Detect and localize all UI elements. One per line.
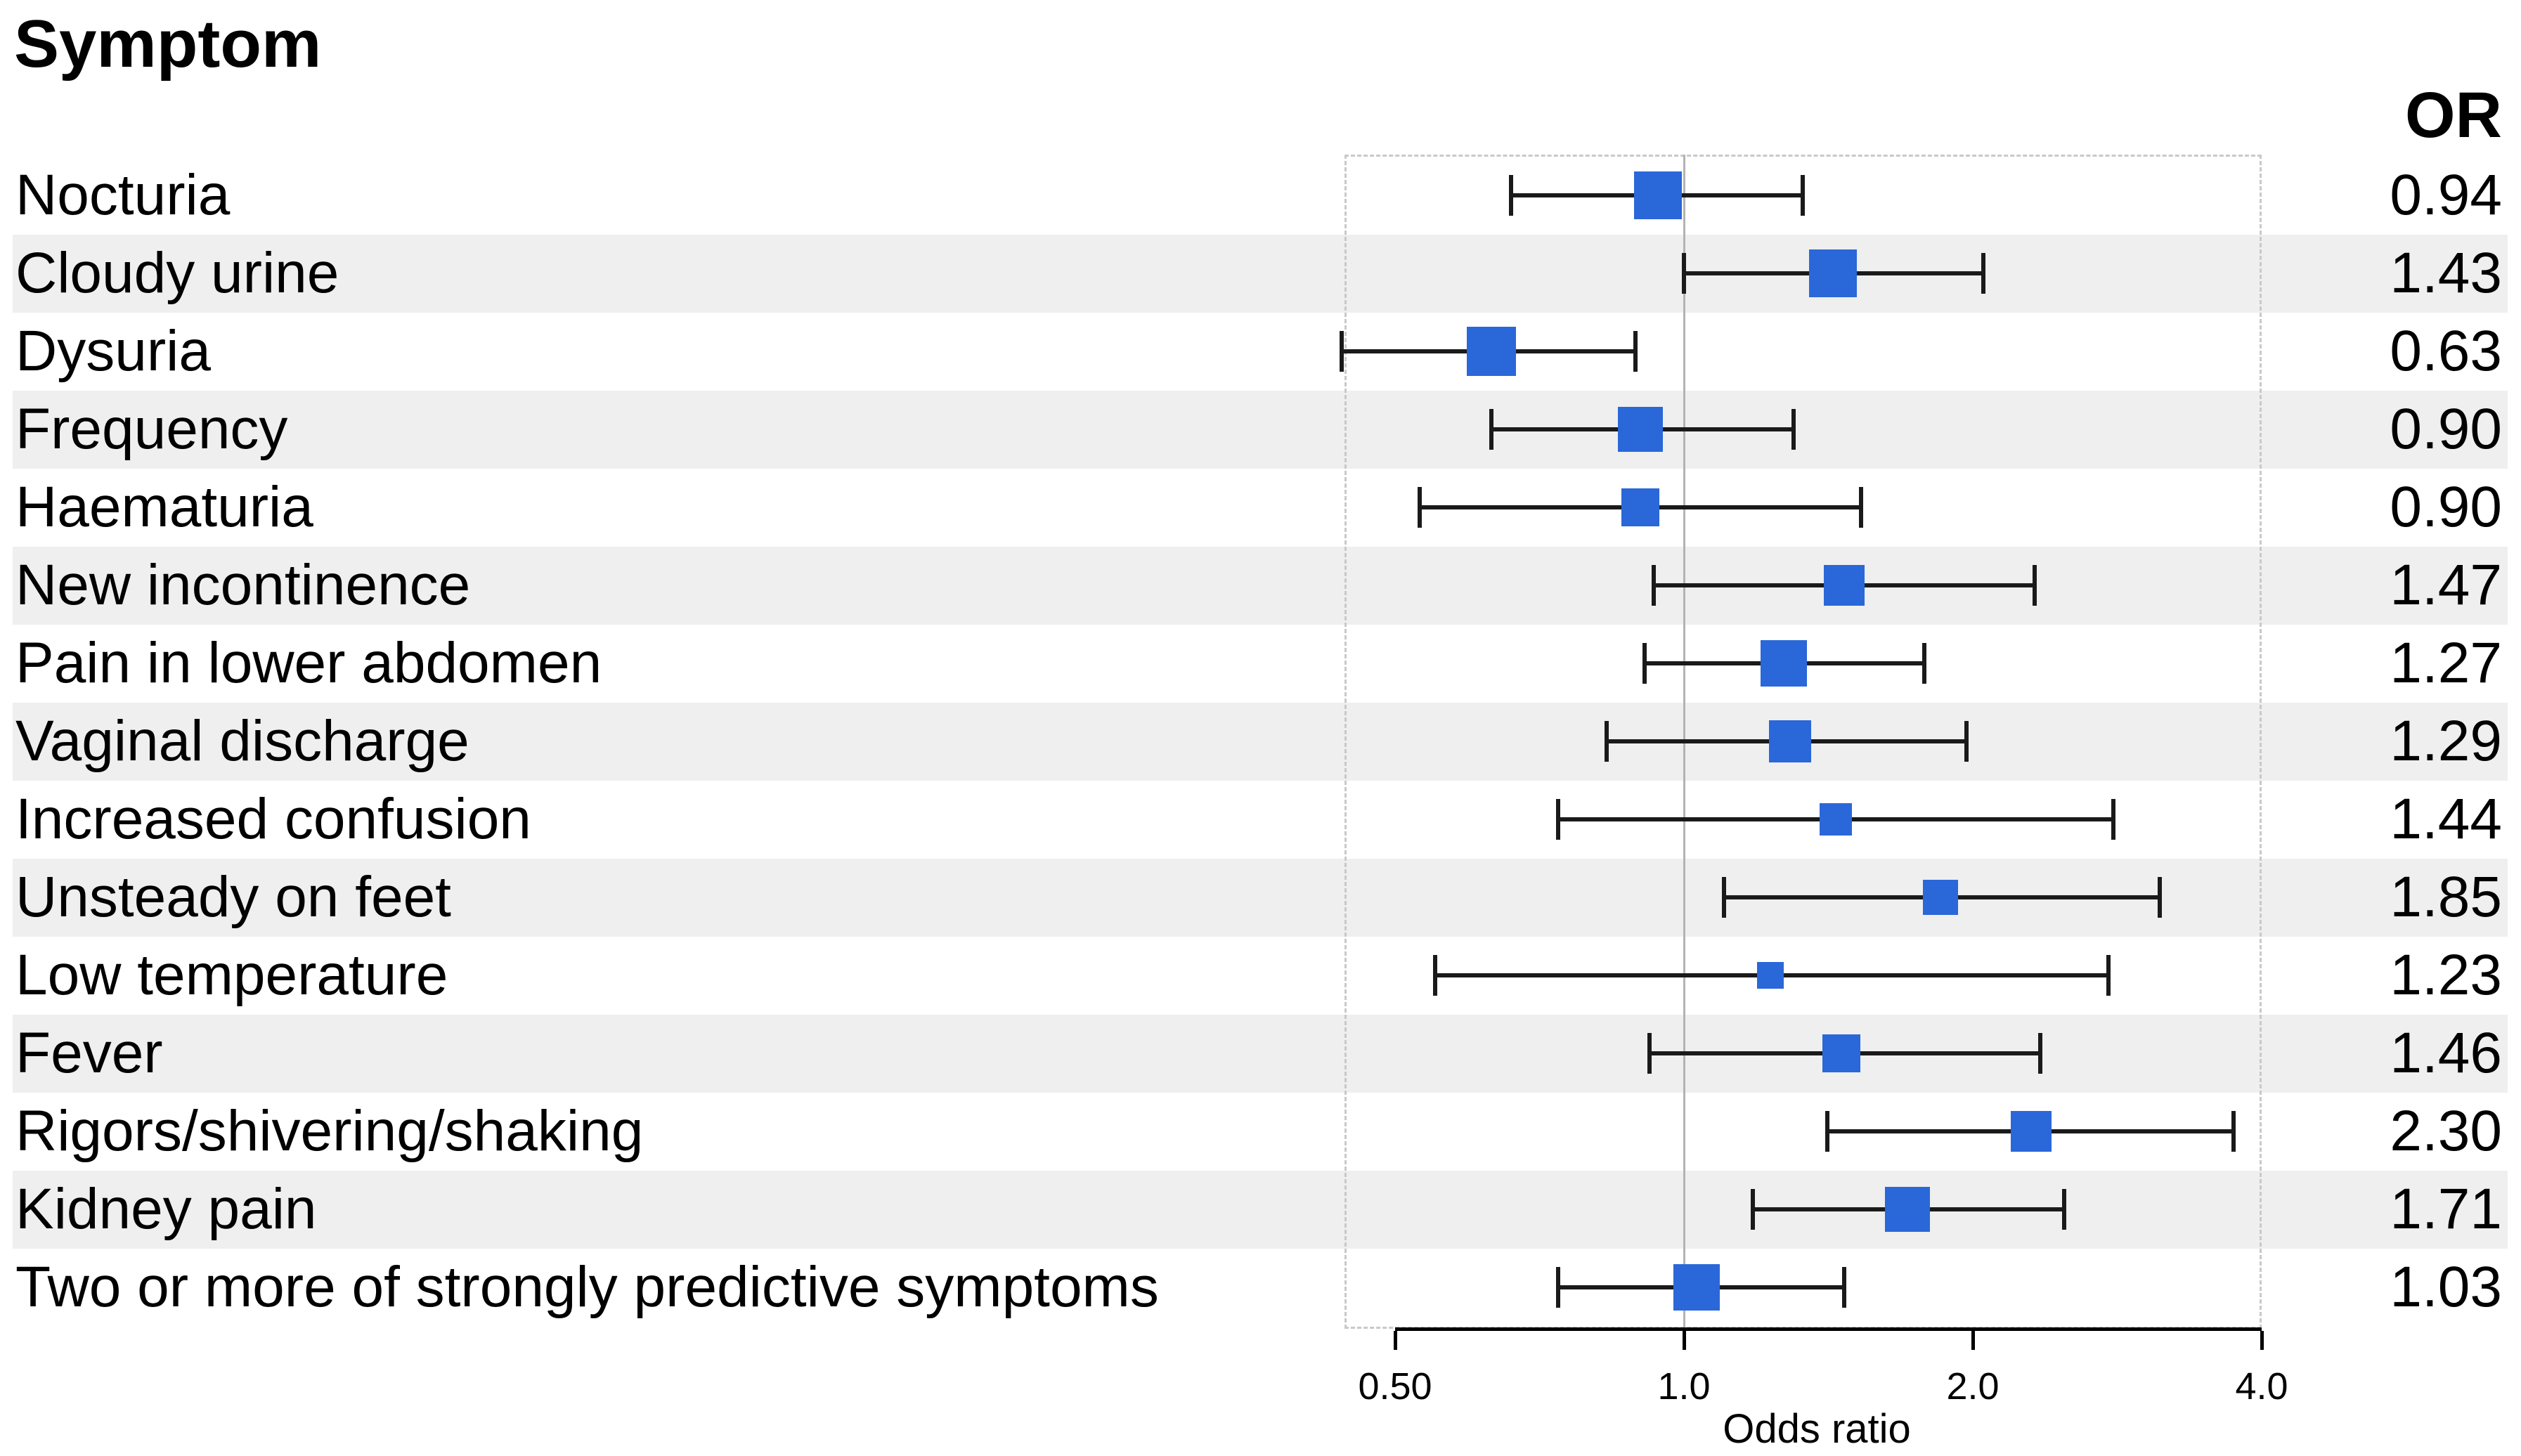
row-label: Low temperature [15, 943, 448, 1007]
ci-cap-low [1340, 331, 1344, 372]
or-value: 1.43 [2390, 241, 2502, 305]
x-axis-tick [1393, 1331, 1397, 1350]
row-band [13, 1170, 2508, 1249]
row-label: Two or more of strongly predictive sympt… [15, 1255, 1159, 1319]
ci-cap-high [2157, 877, 2162, 918]
row-label: Vaginal discharge [15, 709, 469, 773]
or-value: 2.30 [2390, 1099, 2502, 1163]
row-label: Rigors/shivering/shaking [15, 1099, 644, 1163]
row-label: Cloudy urine [15, 241, 339, 305]
or-value: 0.63 [2390, 319, 2502, 383]
ci-cap-low [1721, 877, 1726, 918]
ci-cap-high [1842, 1267, 1847, 1308]
or-point-marker [1768, 720, 1811, 762]
row-label: Increased confusion [15, 787, 531, 851]
or-point-marker [1820, 803, 1853, 836]
ci-cap-low [1432, 955, 1437, 996]
ci-cap-low [1642, 643, 1647, 684]
or-value: 0.94 [2390, 163, 2502, 227]
ci-cap-high [2231, 1111, 2236, 1152]
row-label: Frequency [15, 397, 288, 461]
row-label: Fever [15, 1021, 163, 1085]
x-axis-tick-label: 2.0 [1946, 1365, 2000, 1408]
ci-cap-low [1556, 799, 1561, 840]
ci-cap-low [1417, 487, 1422, 528]
ci-cap-high [1859, 487, 1864, 528]
ci-cap-high [2111, 799, 2115, 840]
row-label: Dysuria [15, 319, 211, 383]
chart-title: Symptom [14, 6, 322, 82]
ci-cap-low [1508, 175, 1513, 216]
x-axis-tick-label: 4.0 [2235, 1365, 2288, 1408]
row-band [13, 234, 2508, 313]
ci-cap-high [1921, 643, 1926, 684]
or-value: 1.27 [2390, 631, 2502, 695]
or-point-marker [1922, 880, 1958, 915]
ci-cap-high [2061, 1189, 2066, 1230]
ci-cap-high [1801, 175, 1806, 216]
x-axis-tick-label: 0.50 [1358, 1365, 1432, 1408]
ci-cap-low [1647, 1033, 1652, 1074]
or-value: 1.03 [2390, 1255, 2502, 1319]
ci-cap-high [1964, 721, 1969, 762]
ci-cap-high [2106, 955, 2111, 996]
or-value: 0.90 [2390, 397, 2502, 461]
x-axis-title: Odds ratio [1723, 1406, 1911, 1452]
or-point-marker [1822, 1034, 1861, 1072]
ci-cap-low [1556, 1267, 1561, 1308]
x-axis-tick [2260, 1331, 2264, 1350]
ci-cap-high [1981, 253, 1985, 294]
row-label: New incontinence [15, 553, 471, 617]
ci-cap-low [1651, 565, 1656, 606]
ci-cap-low [1751, 1189, 1756, 1230]
row-label: Pain in lower abdomen [15, 631, 602, 695]
row-label: Nocturia [15, 163, 231, 227]
or-point-marker [2010, 1111, 2052, 1152]
row-label: Haematuria [15, 475, 313, 539]
or-point-marker [1634, 171, 1683, 219]
or-value: 1.71 [2390, 1177, 2502, 1241]
or-point-marker [1824, 565, 1865, 606]
row-band [13, 1014, 2508, 1093]
or-value: 0.90 [2390, 475, 2502, 539]
row-band [13, 546, 2508, 625]
or-point-marker [1673, 1264, 1720, 1311]
ci-cap-high [2037, 1033, 2042, 1074]
ci-cap-low [1604, 721, 1609, 762]
or-point-marker [1467, 327, 1517, 376]
x-axis-tick [1971, 1331, 1975, 1350]
or-value: 1.29 [2390, 709, 2502, 773]
or-point-marker [1621, 488, 1659, 526]
ci-cap-low [1825, 1111, 1829, 1152]
ci-cap-high [1791, 409, 1796, 450]
or-value: 1.44 [2390, 787, 2502, 851]
or-point-marker [1760, 640, 1807, 687]
or-value: 1.47 [2390, 553, 2502, 617]
x-axis-tick [1682, 1331, 1686, 1350]
row-label: Unsteady on feet [15, 865, 451, 929]
ci-cap-low [1682, 253, 1686, 294]
or-column-header: OR [2405, 79, 2502, 151]
row-band [13, 702, 2508, 781]
or-point-marker [1617, 407, 1663, 452]
or-value: 1.46 [2390, 1021, 2502, 1085]
x-axis-tick-label: 1.0 [1657, 1365, 1711, 1408]
or-value: 1.85 [2390, 865, 2502, 929]
ci-cap-high [2033, 565, 2037, 606]
x-axis-line [1395, 1327, 2262, 1331]
or-value: 1.23 [2390, 943, 2502, 1007]
or-point-marker [1885, 1187, 1931, 1232]
row-band [13, 390, 2508, 469]
row-label: Kidney pain [15, 1177, 317, 1241]
or-point-marker [1756, 962, 1784, 989]
ci-cap-low [1489, 409, 1494, 450]
or-point-marker [1809, 249, 1858, 297]
ci-cap-high [1633, 331, 1638, 372]
